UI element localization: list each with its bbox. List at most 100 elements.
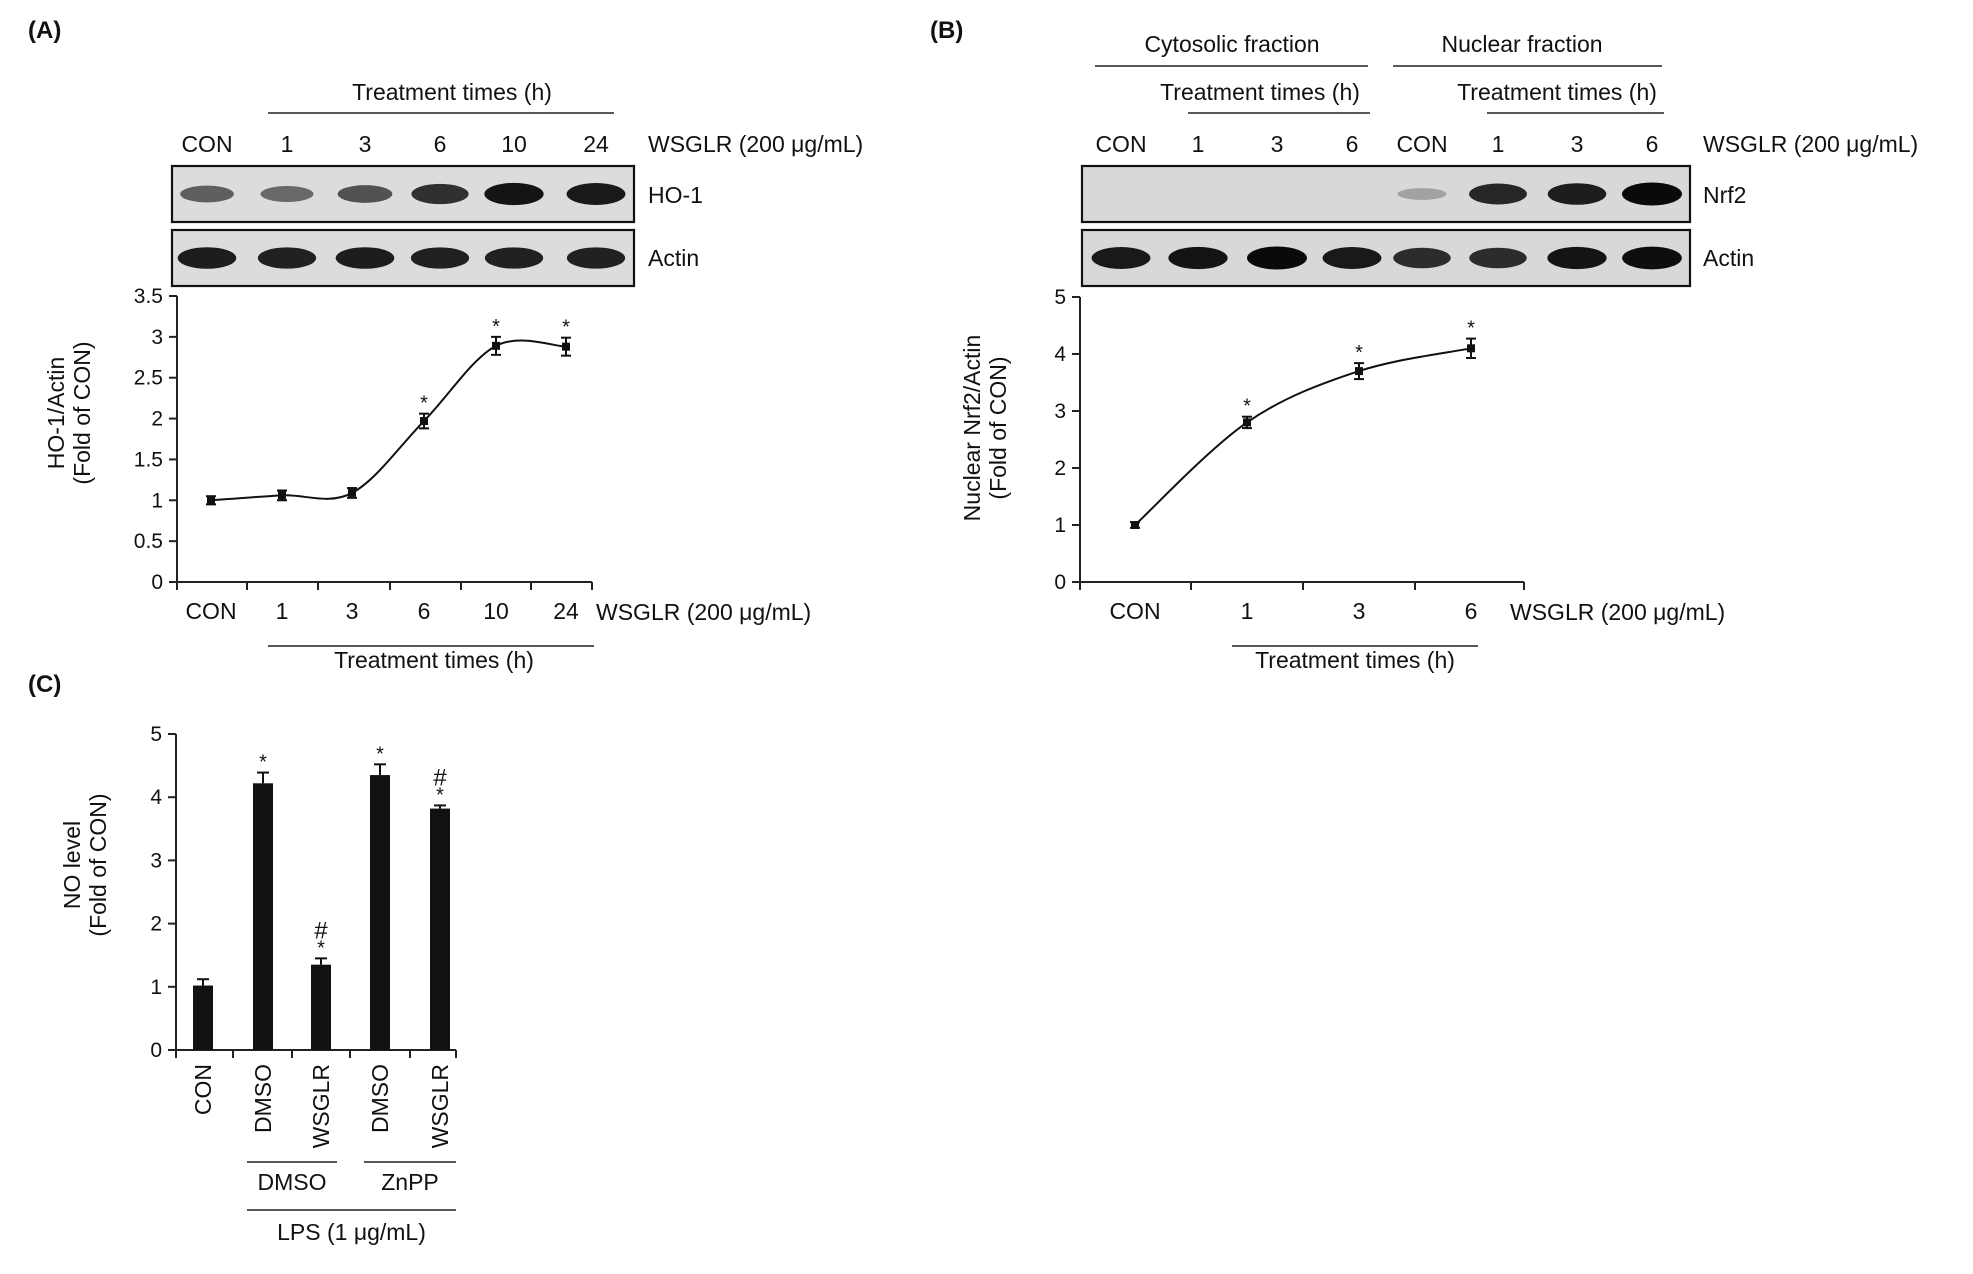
panel-a-y-tick-label: 0 [151,571,163,594]
panel-c-bar [311,964,331,1050]
panel-c-significance-mark: * [376,743,384,765]
panel-a-blot-row-label-ho1: HO-1 [648,182,703,208]
panel-b-y-tick-label: 2 [1054,457,1066,480]
panel-c-significance-mark: * [436,784,444,806]
panel-a-band [260,186,314,202]
panel-b-xlabel: WSGLR (200 μg/mL) [1510,599,1725,625]
panel-b-significance-mark: * [1355,342,1363,364]
panel-a-point [562,342,570,351]
panel-c-y-tick-label: 1 [150,976,162,999]
panel-a-blot-treatment-label: WSGLR (200 μg/mL) [648,131,863,157]
panel-b-blot-row-label-nrf2: Nrf2 [1703,182,1746,208]
panel-a-point [278,491,286,500]
panel-a-lane-label: 10 [501,131,527,157]
panel-b-point [1131,521,1139,529]
panel-a: (A) Treatment times (h) CON 1 3 6 10 24 WSGLR… [28,17,863,673]
panel-a-series-line [210,339,567,502]
panel-b-point [1243,418,1251,427]
panel-b-band [1397,188,1447,200]
panel-b-significance-mark: * [1243,396,1251,418]
panel-a-significance-mark: * [420,393,428,415]
panel-b: (B) Cytosolic fraction Nuclear fraction … [930,17,1918,673]
panel-a-y-tick-label: 1.5 [134,448,163,471]
panel-b-blot-lane-labels: CON 1 3 6 CON 1 3 6 [1095,131,1658,157]
panel-a-xlabel: WSGLR (200 μg/mL) [596,599,811,625]
panel-a-x-tick-label: 1 [276,598,289,624]
panel-b-label: (B) [930,17,963,44]
panel-b-lane-label: 3 [1271,131,1284,157]
panel-a-x-tick-label: 6 [418,598,431,624]
panel-b-lane-label: 6 [1646,131,1659,157]
panel-a-band [180,185,234,203]
panel-a-band [566,247,626,269]
panel-a-x-tick-label: 10 [483,598,509,624]
panel-c-group-label: DMSO [258,1169,327,1195]
panel-b-significance-mark: * [1467,318,1475,340]
panel-a-y-tick-label: 1 [151,489,163,512]
panel-a-x-tick-label: 3 [346,598,359,624]
panel-b-y-tick-label: 4 [1054,343,1066,366]
panel-a-blot-strip [170,164,636,224]
panel-b-fraction-header-cytosolic: Cytosolic fraction [1144,31,1319,57]
panel-b-band [1622,182,1682,206]
panel-b-lane-label: 6 [1346,131,1359,157]
panel-b-point [1467,344,1475,353]
panel-c-chart: NO level (Fold of CON) 012345CON*DMSO*#W… [59,723,457,1245]
panel-b-blot-row-label-actin: Actin [1703,245,1754,271]
panel-a-blot-rows [170,164,636,288]
panel-a-band [484,182,544,206]
panel-a-band [484,247,544,269]
panel-a-ylabel-line2: (Fold of CON) [69,341,95,484]
panel-b-y-tick-label: 0 [1054,571,1066,594]
panel-c-y-tick-label: 4 [150,786,162,809]
panel-b-band [1091,247,1151,269]
panel-a-blot-row-label-actin: Actin [648,245,699,271]
panel-b-lane-label: 1 [1192,131,1205,157]
panel-b-series-line [1134,347,1472,526]
panel-b-band [1469,183,1527,205]
panel-a-band [257,247,317,269]
panel-a-x-tick-label: CON [185,598,236,624]
panel-b-ylabel-line2: (Fold of CON) [985,356,1011,499]
panel-a-blot-strip [170,228,636,288]
panel-a-y-tick-label: 2.5 [134,367,163,390]
panel-b-lane-label: 3 [1571,131,1584,157]
panel-c-y-tick-label: 0 [150,1039,162,1062]
panel-c-x-tick-label: DMSO [367,1064,393,1133]
panel-c-bar [253,783,273,1050]
panel-a-point [207,496,215,505]
panel-a-y-tick-label: 2 [151,408,163,431]
panel-b-x-tick-label: CON [1109,598,1160,624]
panel-c-x-tick-label: CON [190,1064,216,1115]
panel-a-lane-label: 6 [434,131,447,157]
panel-a-blot-group-header: Treatment times (h) [352,79,552,105]
panel-a-x-tick-label: 24 [553,598,579,624]
panel-b-blot-treatment-label: WSGLR (200 μg/mL) [1703,131,1918,157]
panel-b-band [1247,246,1307,270]
panel-c: (C) NO level (Fold of CON) 0 1 2 3 4 5 CON * DMS… [28,671,457,1245]
panel-a-band [410,247,470,269]
panel-c-x-tick-label: WSGLR [308,1064,334,1148]
panel-c-x-tick-label: WSGLR [427,1064,453,1148]
panel-a-blot-lane-labels: CON 1 3 6 10 24 [181,131,609,157]
panel-a-point [492,341,500,350]
panel-b-lane-label: 1 [1492,131,1505,157]
panel-b-group-header-cytosolic: Treatment times (h) [1160,79,1360,105]
panel-c-x-tick-label: DMSO [250,1064,276,1133]
panel-c-outer-group-label: LPS (1 μg/mL) [277,1219,426,1245]
panel-c-ylabel-line1: NO level [59,821,85,909]
panel-b-chart: Nuclear Nrf2/Actin (Fold of CON) WSGLR (… [959,286,1725,673]
panel-a-lane-label: 1 [281,131,294,157]
panel-a-band [177,247,237,269]
panel-b-group-label: Treatment times (h) [1255,647,1455,673]
panel-a-ylabel-line1: HO-1/Actin [43,357,69,469]
panel-b-x-tick-label: 1 [1241,598,1254,624]
panel-b-band [1622,246,1682,270]
panel-b-band [1322,247,1382,269]
panel-a-band [337,185,393,203]
panel-a-significance-mark: * [562,317,570,339]
panel-c-significance-mark-hash: # [314,917,328,944]
panel-b-ylabel-line1: Nuclear Nrf2/Actin [959,335,985,522]
panel-b-x-tick-label: 3 [1353,598,1366,624]
